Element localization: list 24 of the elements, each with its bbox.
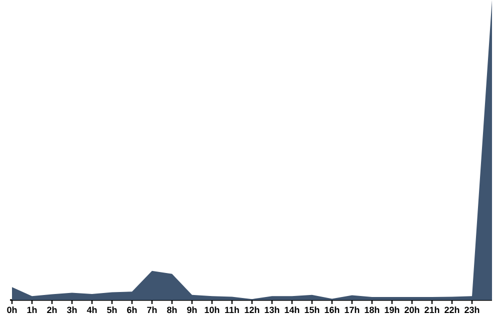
- x-tick-label: 12h: [244, 306, 260, 314]
- x-tick-label: 11h: [225, 306, 239, 314]
- x-tick-label: 7h: [147, 306, 157, 314]
- x-tick-label: 4h: [86, 306, 97, 314]
- x-tick-label: 14h: [284, 306, 300, 314]
- x-tick-label: 10h: [204, 306, 220, 314]
- x-tick-label: 19h: [384, 306, 400, 314]
- x-tick-label: 5h: [107, 306, 117, 314]
- x-tick-label: 1h: [27, 306, 37, 314]
- x-tick-label: 6h: [127, 306, 137, 314]
- x-tick-label: 22h: [444, 306, 460, 314]
- x-tick-label: 16h: [324, 306, 340, 314]
- x-tick-label: 23h: [464, 306, 480, 314]
- x-tick-label: 0h: [7, 306, 17, 314]
- x-tick-label: 18h: [364, 306, 380, 314]
- x-tick-label: 2h: [47, 306, 57, 314]
- x-tick-label: 13h: [264, 306, 280, 314]
- x-tick-label: 8h: [167, 306, 177, 314]
- x-tick-label: 17h: [344, 306, 360, 314]
- x-tick-label: 15h: [304, 306, 320, 314]
- x-tick-label: 20h: [404, 306, 420, 314]
- x-tick-label: 9h: [187, 306, 197, 314]
- x-tick-label: 21h: [424, 306, 440, 314]
- x-tick-label: 3h: [66, 306, 77, 314]
